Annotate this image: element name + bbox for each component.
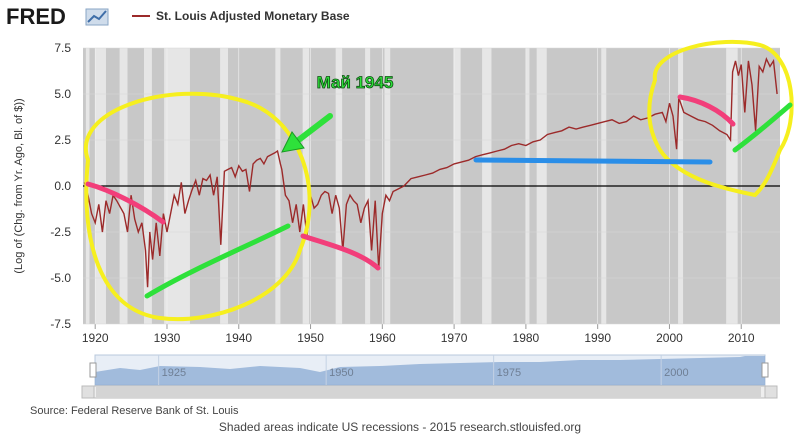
y-tick-label: 2.5 (54, 133, 71, 147)
scroll-right[interactable] (764, 385, 778, 399)
legend-label: St. Louis Adjusted Monetary Base (156, 9, 350, 23)
scroll-left[interactable] (81, 385, 95, 399)
x-tick-label: 1930 (154, 331, 181, 345)
navigator-axis: 1925 1950 1975 2000 (158, 355, 689, 385)
y-tick-label: 7.5 (54, 41, 71, 55)
x-tick-label: 1980 (513, 331, 540, 345)
x-tick-label: 1990 (584, 331, 611, 345)
navigator-area (95, 356, 765, 385)
source: Source: Federal Reserve Bank of St. Loui… (30, 405, 239, 417)
x-tick-label: 1950 (297, 331, 324, 345)
navigator-tick-label: 1950 (329, 367, 353, 379)
y-axis-label: (Log of (Chg. from Yr. Ago, Bl. of $)) (13, 98, 25, 273)
x-tick-label: 2000 (656, 331, 683, 345)
scrollbar-thumb[interactable] (96, 387, 761, 397)
brand-icon (85, 8, 109, 26)
brand-logo: FRED (6, 4, 66, 29)
navigator-handle-right[interactable] (761, 362, 769, 378)
navigator-tick-label: 1975 (497, 367, 521, 379)
plot-area: 1920 1930 1940 1950 1960 1970 1980 1990 2000 2010… (50, 41, 780, 345)
y-tick-label: -7.5 (50, 317, 71, 331)
navigator-tick-label: 2000 (664, 367, 688, 379)
annotations (83, 40, 794, 322)
footer: Shaded areas indicate US recessions - 20… (219, 420, 581, 434)
y-tick-label: -5.0 (50, 271, 71, 285)
y-tick-label: 5.0 (54, 87, 71, 101)
x-tick-label: 2010 (728, 331, 755, 345)
series-line (83, 57, 778, 288)
y-tick-label: -2.5 (50, 225, 71, 239)
navigator-tick-label: 1925 (162, 367, 186, 379)
annotation-label: Май 1945 (317, 73, 394, 92)
x-tick-label: 1970 (441, 331, 468, 345)
x-tick-label: 1940 (225, 331, 252, 345)
navigator-handle-left[interactable] (89, 362, 97, 378)
x-tick-label: 1920 (82, 331, 109, 345)
x-tick-label: 1960 (369, 331, 396, 345)
y-tick-label: 0.0 (54, 179, 71, 193)
